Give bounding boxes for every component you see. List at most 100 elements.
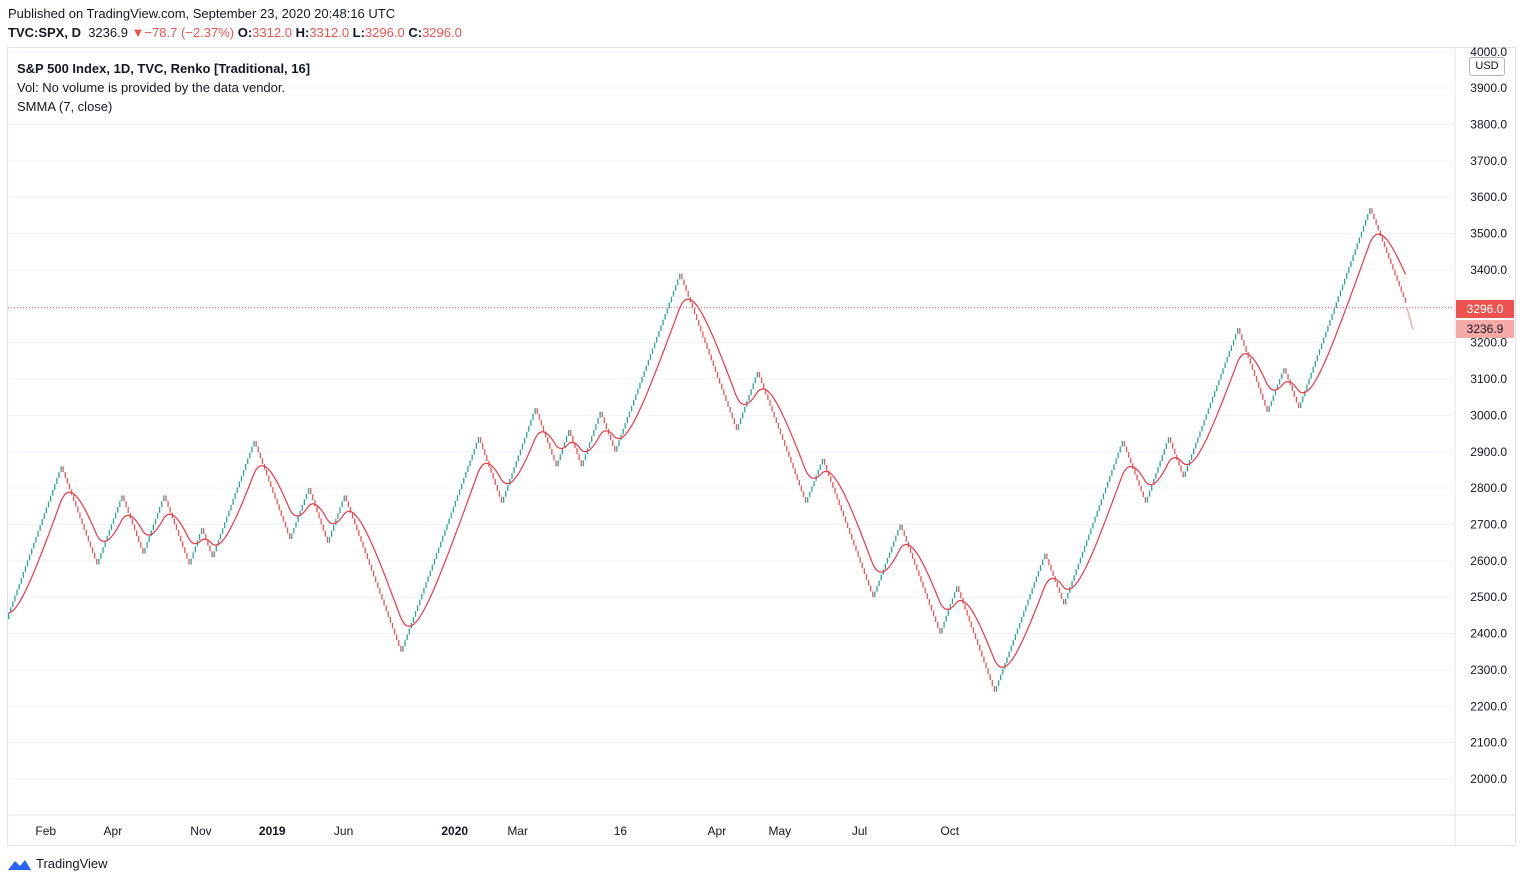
renko-brick-down: [379, 588, 381, 594]
renko-brick-down: [1392, 264, 1394, 270]
renko-brick-down: [1394, 269, 1396, 276]
renko-brick-up: [35, 536, 37, 543]
currency-badge[interactable]: USD: [1469, 57, 1505, 76]
renko-brick-up: [461, 483, 463, 490]
renko-brick-down: [381, 593, 383, 600]
renko-brick-up: [228, 510, 230, 517]
renko-brick-up: [297, 516, 299, 523]
renko-brick-up: [1350, 261, 1352, 267]
renko-brick-down: [536, 408, 538, 414]
renko-brick-up: [505, 490, 507, 497]
renko-brick-down: [1182, 471, 1184, 478]
renko-brick-down: [685, 285, 687, 291]
renko-brick-down: [318, 512, 320, 519]
renko-brick-up: [47, 501, 50, 508]
renko-brick-down: [859, 556, 861, 563]
renko-brick-down: [400, 645, 402, 652]
renko-brick-down: [767, 394, 769, 401]
renko-brick-down: [1251, 363, 1254, 370]
renko-brick-down: [387, 611, 389, 617]
renko-brick-down: [779, 428, 782, 435]
renko-brick-up: [1320, 343, 1323, 350]
time-axis: Feb Apr Nov 2019 Jun 2020 Mar 16 Apr May Jul Oct: [35, 824, 959, 838]
renko-brick-down: [702, 331, 704, 338]
renko-brick-down: [1142, 491, 1144, 498]
renko-brick-up: [301, 505, 303, 511]
renko-brick-down: [125, 501, 127, 508]
renko-brick-down: [773, 411, 775, 418]
renko-brick-up: [597, 417, 599, 424]
y-tick-label: 2800.0: [1470, 481, 1507, 495]
renko-brick-up: [1186, 465, 1189, 472]
legend-indicator[interactable]: SMMA (7, close): [17, 99, 113, 114]
chart-frame[interactable]: [7, 47, 1516, 846]
renko-brick-down: [284, 521, 287, 528]
y-tick-label: 3800.0: [1470, 118, 1507, 132]
renko-brick-down: [182, 541, 184, 548]
renko-brick-up: [530, 419, 532, 426]
renko-brick-down: [179, 535, 182, 542]
renko-brick-down: [383, 599, 385, 606]
chart-legend: S&P 500 Index, 1D, TVC, Renko [Tradition…: [17, 59, 310, 116]
renko-brick-up: [242, 469, 245, 476]
renko-brick-down: [698, 319, 700, 326]
renko-brick-down: [542, 425, 545, 432]
renko-brick-down: [823, 459, 826, 465]
renko-brick-up: [39, 525, 41, 531]
renko-brick-up: [253, 440, 255, 447]
low-label: L:: [352, 25, 365, 40]
renko-brick-up: [1065, 598, 1067, 605]
renko-brick-up: [1276, 384, 1279, 390]
renko-brick-up: [159, 507, 161, 513]
renko-brick-down: [1291, 385, 1293, 391]
renko-brick-down: [366, 553, 368, 560]
renko-brick-down: [576, 448, 578, 455]
renko-brick-down: [922, 581, 924, 588]
renko-brick-down: [704, 337, 706, 344]
renko-brick-up: [465, 472, 467, 478]
renko-brick-up: [817, 469, 819, 476]
renko-brick-up: [49, 495, 52, 502]
symbol-label[interactable]: TVC:SPX, D: [8, 25, 81, 40]
renko-brick-up: [561, 448, 563, 455]
renko-brick-down: [142, 547, 144, 554]
renko-brick-up: [943, 621, 945, 628]
renko-brick-up: [890, 546, 893, 553]
renko-brick-down: [727, 400, 729, 407]
renko-brick-up: [1216, 385, 1218, 392]
x-tick-label: Mar: [507, 824, 528, 838]
renko-brick-up: [1041, 559, 1044, 566]
legend-volume[interactable]: Vol: No volume is provided by the data v…: [17, 80, 286, 95]
renko-brick-up: [440, 541, 442, 548]
renko-brick-down: [1258, 381, 1260, 388]
tradingview-logo[interactable]: TradingView: [6, 856, 108, 871]
renko-brick-down: [547, 437, 549, 444]
renko-brick-up: [1155, 472, 1157, 479]
renko-brick-down: [1130, 457, 1132, 464]
renko-brick-up: [519, 449, 522, 456]
renko-brick-up: [408, 628, 410, 635]
renko-brick-up: [469, 460, 471, 467]
renko-brick-up: [1035, 576, 1037, 583]
renko-brick-up: [521, 443, 524, 450]
renko-brick-down: [375, 576, 377, 583]
renko-brick-down: [205, 533, 207, 540]
renko-brick-up: [1346, 272, 1348, 279]
renko-brick-up: [511, 473, 513, 480]
renko-brick-up: [1364, 219, 1367, 226]
legend-title[interactable]: S&P 500 Index, 1D, TVC, Renko [Tradition…: [17, 61, 311, 76]
renko-brick-up: [1316, 355, 1319, 362]
renko-brick-down: [729, 406, 731, 413]
renko-brick-down: [781, 434, 784, 441]
renko-brick-down: [851, 533, 853, 540]
renko-brick-up: [947, 609, 949, 616]
renko-brick-up: [194, 546, 196, 553]
renko-brick-up: [1037, 570, 1040, 577]
renko-brick-down: [1247, 352, 1249, 359]
renko-brick-down: [870, 585, 872, 592]
renko-brick-up: [249, 452, 251, 459]
renko-brick-up: [303, 499, 306, 506]
renko-brick-up: [995, 685, 998, 692]
renko-brick-up: [1281, 373, 1283, 380]
